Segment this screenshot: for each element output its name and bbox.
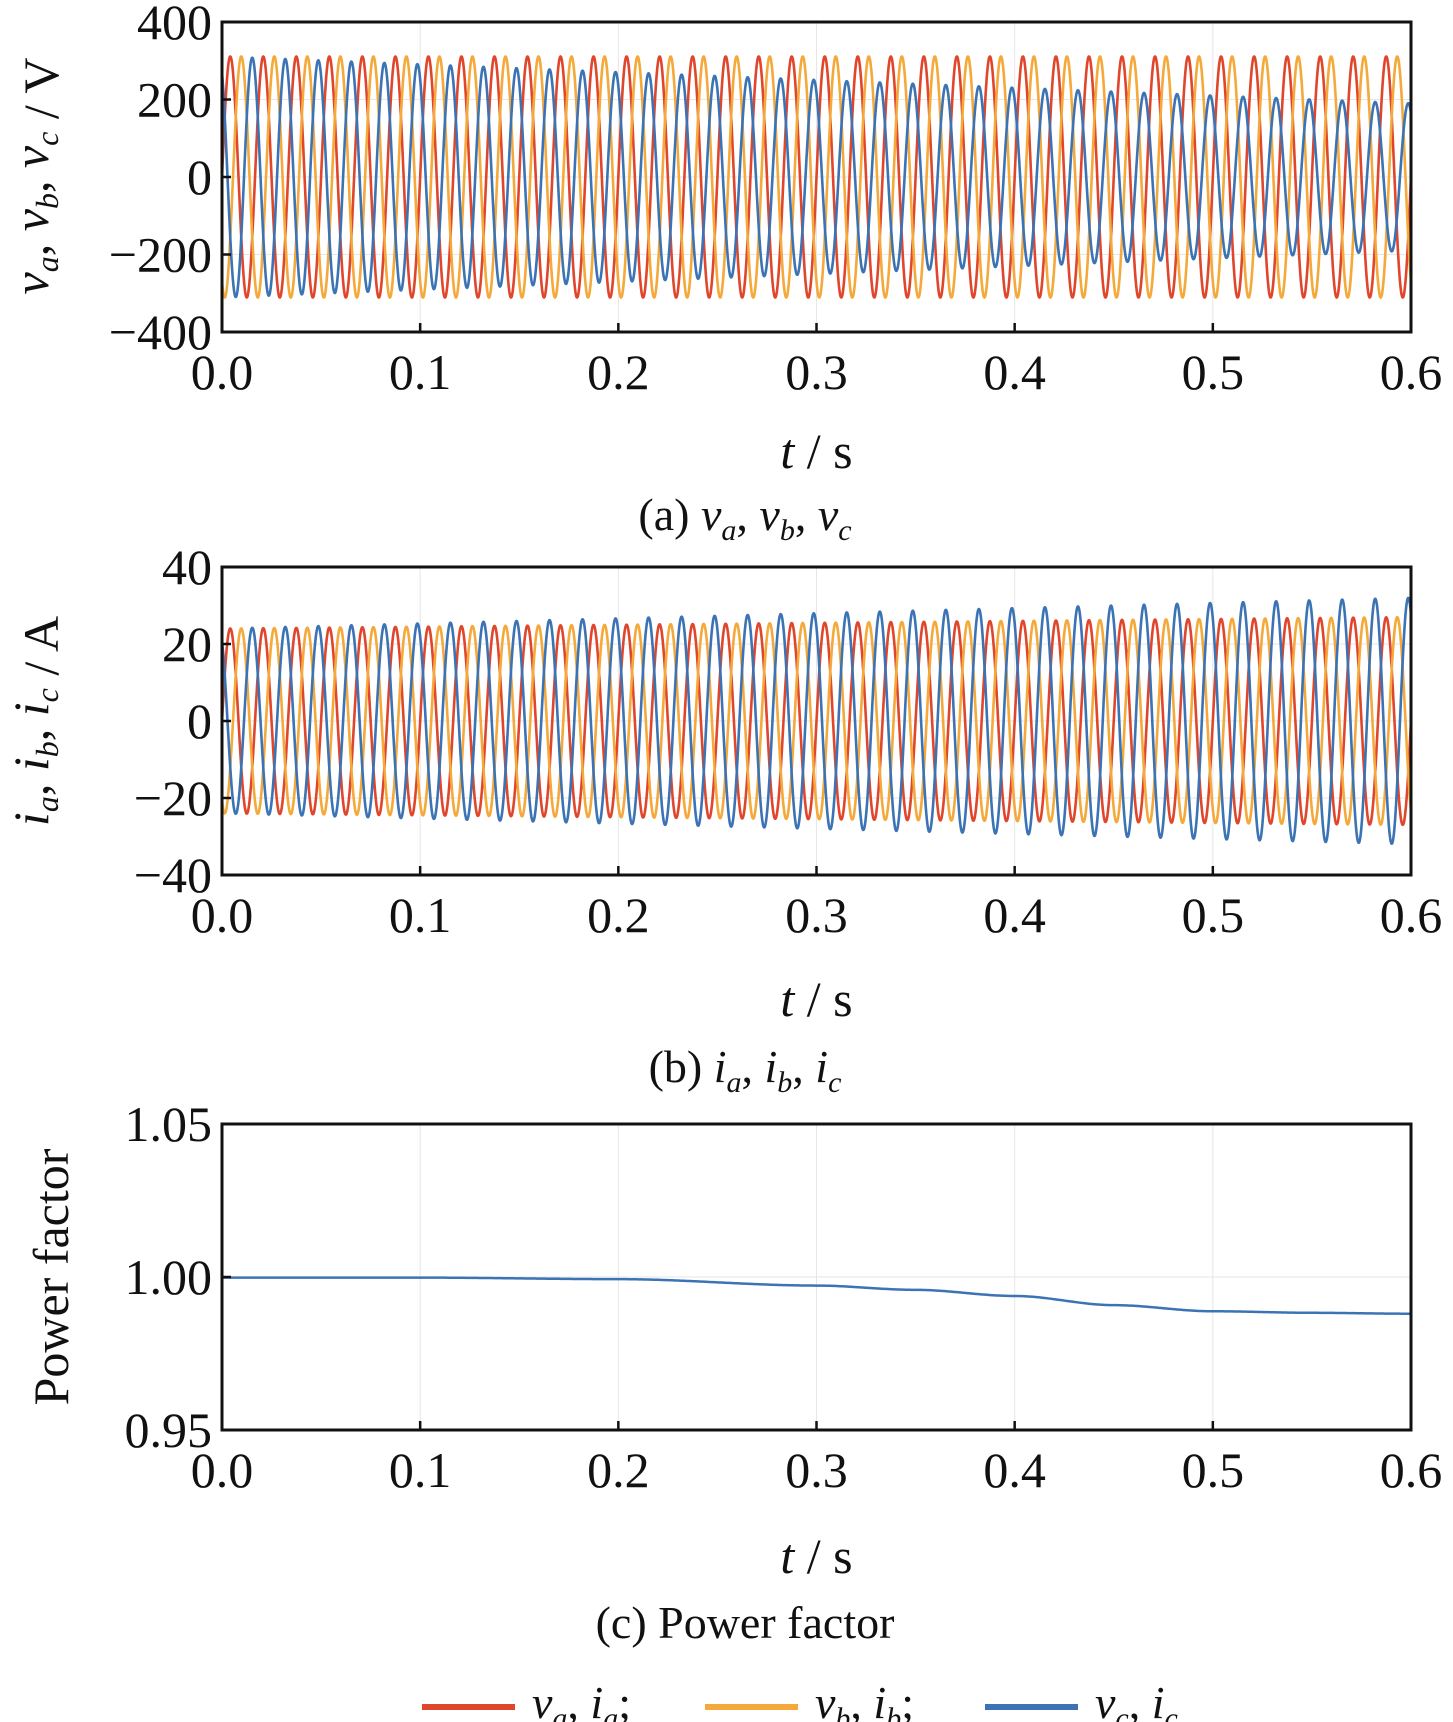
- legend-label-a: va, ia;: [532, 1677, 631, 1722]
- caption-c: (c) Power factor: [596, 1597, 895, 1648]
- x-tick-label: 0.6: [1380, 887, 1443, 943]
- panel-a-voltage-chart: 0.0 0.1 0.2 0.3 0.4 0.5 0.6 400 200 0 −200 −400 t / …: [3, 0, 1442, 479]
- x-tick-label: 0.0: [191, 887, 254, 943]
- y-tick-label: 40: [162, 539, 212, 595]
- legend-label-b: vb, ib;: [815, 1677, 914, 1722]
- x-tick-label: 0.5: [1182, 1442, 1245, 1498]
- y-tick-label: −40: [134, 847, 212, 903]
- y-tick-label: 200: [137, 72, 212, 128]
- y-tick-label: −400: [109, 304, 212, 360]
- x-tick-label: 0.4: [983, 1442, 1046, 1498]
- x-axis-label: t / s: [780, 1528, 852, 1584]
- y-tick-label: −20: [134, 770, 212, 826]
- x-tick-label: 0.0: [191, 1442, 254, 1498]
- x-tick-label: 0.1: [389, 344, 452, 400]
- legend-label-c: vc, ic: [1095, 1677, 1178, 1722]
- y-tick-label: 20: [162, 616, 212, 672]
- x-axis-label: t / s: [780, 971, 852, 1027]
- x-tick-label: 0.5: [1182, 344, 1245, 400]
- y-tick-label: 400: [137, 0, 212, 50]
- series-line-1-0: [222, 616, 1411, 827]
- y-axis-label: ia, ib, ic / A: [3, 616, 69, 826]
- x-tick-label: 0.1: [389, 1442, 452, 1498]
- x-tick-label: 0.2: [587, 344, 650, 400]
- y-tick-label: 0: [187, 149, 212, 205]
- x-tick-label: 0.2: [587, 1442, 650, 1498]
- y-tick-label: 0.95: [125, 1402, 213, 1458]
- x-tick-label: 0.1: [389, 887, 452, 943]
- y-axis-label: Power factor: [23, 1148, 79, 1405]
- caption-a: (a) va, vb, vc: [638, 489, 851, 547]
- series-line-0-2: [222, 56, 1411, 299]
- series-line-0-0: [222, 55, 1411, 299]
- y-axis-label: va, vb, vc / V: [3, 58, 69, 295]
- y-tick-label: 1.00: [125, 1249, 213, 1305]
- x-tick-label: 0.4: [983, 344, 1046, 400]
- x-tick-label: 0.4: [983, 887, 1046, 943]
- y-tick-label: −200: [109, 227, 212, 283]
- x-tick-label: 0.3: [785, 887, 848, 943]
- x-axis-label: t / s: [780, 423, 852, 479]
- x-tick-label: 0.6: [1380, 344, 1443, 400]
- y-tick-label: 0: [187, 693, 212, 749]
- series-line-0-1: [222, 55, 1411, 299]
- x-tick-label: 0.5: [1182, 887, 1245, 943]
- y-tick-label: 1.05: [125, 1096, 213, 1152]
- caption-b: (b) ia, ib, ic: [649, 1041, 842, 1099]
- panel-b-current-chart: 0.0 0.1 0.2 0.3 0.4 0.5 0.6 40 20 0 −20 −40 t / s ia,…: [3, 539, 1442, 1027]
- x-tick-label: 0.2: [587, 887, 650, 943]
- series-line-1-2: [222, 596, 1411, 845]
- x-tick-label: 0.0: [191, 344, 254, 400]
- x-tick-label: 0.3: [785, 1442, 848, 1498]
- x-tick-label: 0.3: [785, 344, 848, 400]
- legend: va, ia; vb, ib; vc, ic: [422, 1677, 1178, 1722]
- series-line-1-1: [222, 615, 1411, 826]
- panel-c-power-factor-chart: 0.0 0.1 0.2 0.3 0.4 0.5 0.6 1.05 1.00 0.95 t / s Po…: [23, 1096, 1442, 1584]
- x-tick-label: 0.6: [1380, 1442, 1443, 1498]
- series-line-2-0: [222, 1276, 1411, 1315]
